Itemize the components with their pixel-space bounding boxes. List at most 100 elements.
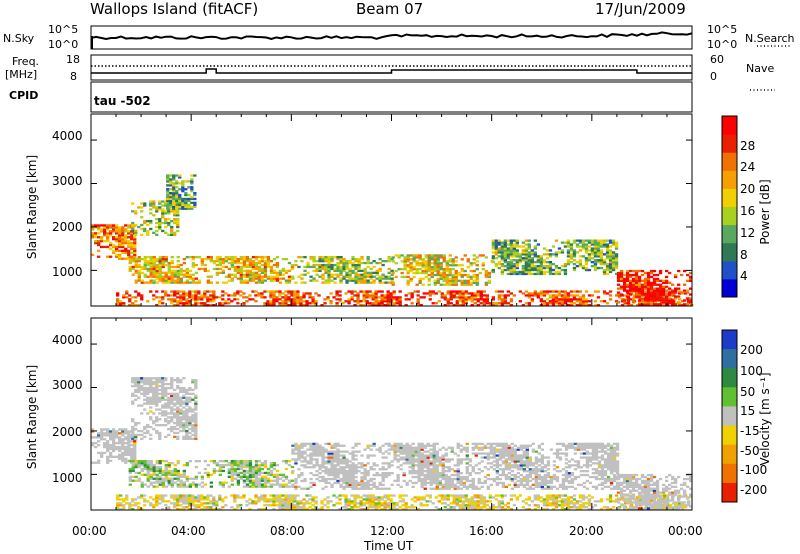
echo-cell [272,462,277,465]
echo-cell [335,496,339,499]
echo-cell [530,272,534,276]
echo-cell [275,256,280,259]
echo-cell [172,178,176,181]
echo-cell [209,258,213,261]
echo-cell [155,408,159,411]
echo-cell [437,290,441,293]
echo-cell [143,281,147,284]
echo-cell [669,504,673,507]
echo-cell [166,199,170,203]
echo-cell [533,239,537,242]
echo-cell [602,239,607,242]
echo-cell [503,259,507,262]
echo-cell [318,275,322,278]
echo-cell [608,494,613,497]
echo-cell [124,453,128,456]
echo-cell [260,292,264,295]
echo-cell [152,261,156,265]
echo-cell [152,427,156,431]
echo-cell [161,216,165,219]
echo-cell [297,446,301,449]
echo-cell [605,253,610,256]
echo-cell [242,261,247,265]
echo-cell [263,273,268,276]
echo-cell [467,506,471,509]
echo-cell [137,377,141,380]
echo-cell [509,255,513,258]
echo-cell [167,267,171,271]
echo-cell [668,299,672,302]
echo-cell [185,414,189,417]
echo-cell [185,420,189,423]
echo-cell [578,263,583,266]
echo-cell [315,269,319,272]
echo-cell [380,294,384,297]
echo-cell [353,494,357,497]
echo-cell [170,400,174,403]
echo-cell [503,300,507,303]
echo-cell [263,477,268,480]
echo-cell [263,494,267,497]
echo-cell [655,303,660,306]
echo-cell [131,431,135,435]
echo-cell [124,447,128,451]
echo-cell [512,251,516,254]
echo-cell [143,494,147,497]
echo-cell [179,504,183,507]
echo-cell [506,506,510,509]
echo-cell [631,301,636,304]
echo-cell [386,304,390,307]
echo-cell [187,199,191,203]
echo-cell [112,251,116,254]
echo-cell [146,390,150,394]
echo-cell [161,298,165,301]
echo-cell [412,271,416,275]
echo-cell [455,494,459,497]
echo-cell [563,500,568,503]
echo-cell [515,261,519,264]
echo-cell [127,432,131,435]
echo-cell [248,273,253,276]
echo-cell [384,260,388,263]
echo-cell [169,205,173,208]
echo-cell [137,462,141,465]
echo-cell [130,457,134,460]
echo-cell [321,462,325,465]
echo-cell [293,302,297,305]
echo-cell [188,408,192,411]
echo-cell [300,281,304,284]
echo-cell [646,279,651,282]
echo-cell [533,253,537,256]
echo-cell [347,500,351,503]
echo-cell [106,459,110,462]
echo-cell [161,258,165,261]
echo-cell [143,425,147,429]
echo-cell [245,263,250,267]
echo-cell [342,277,346,280]
echo-cell [134,460,138,463]
echo-cell [425,494,429,497]
echo-cell [430,269,434,273]
echo-cell [155,263,159,267]
echo-cell [200,485,204,488]
echo-cell [188,304,192,307]
echo-cell [152,473,156,476]
echo-cell [635,304,640,307]
echo-cell [176,379,180,382]
echo-cell [351,271,355,274]
echo-cell [134,260,138,263]
echo-cell [436,256,440,259]
echo-cell [143,229,147,233]
echo-cell [363,271,367,274]
echo-cell [345,267,349,271]
echo-cell [200,475,204,478]
echo-cell [662,291,666,294]
echo-cell [164,220,168,223]
echo-cell [524,290,528,293]
echo-cell [137,273,141,276]
echo-cell [124,428,128,431]
echo-cell [527,302,531,305]
echo-cell [173,402,177,405]
echo-cell [149,504,153,507]
echo-cell [152,382,156,386]
